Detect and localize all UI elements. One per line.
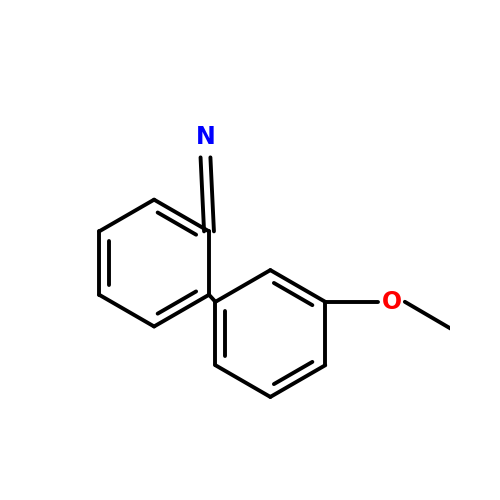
Text: O: O <box>382 290 402 314</box>
Text: N: N <box>196 125 216 149</box>
